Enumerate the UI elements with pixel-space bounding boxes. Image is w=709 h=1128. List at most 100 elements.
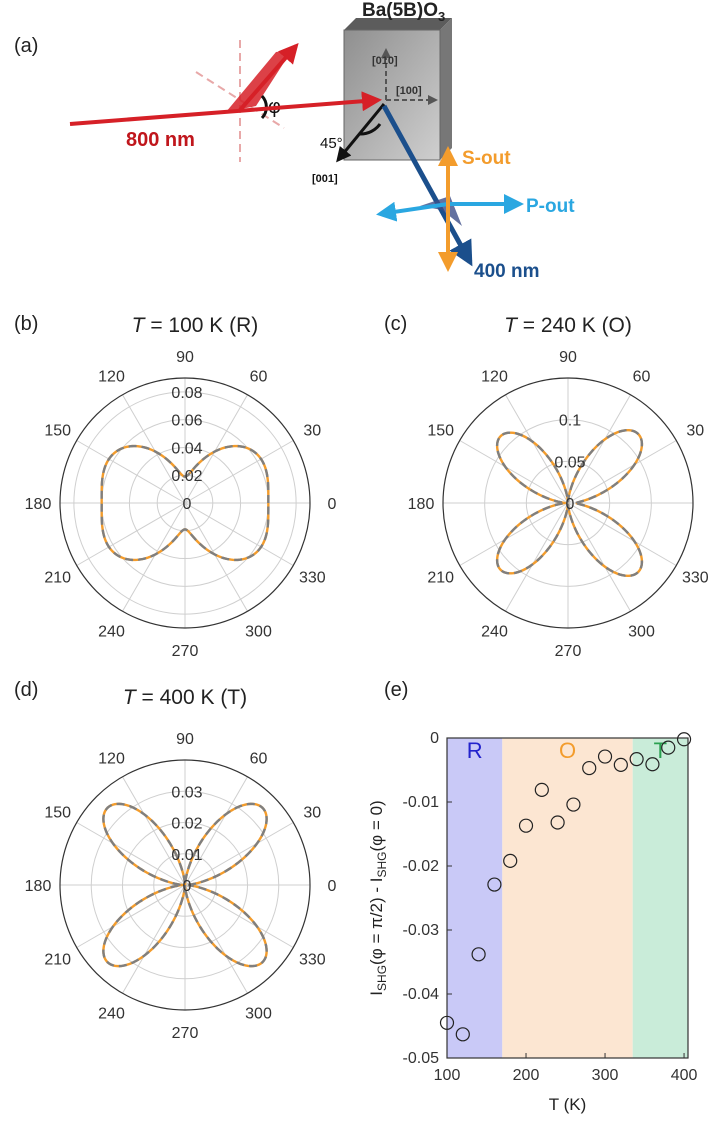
polar-outer-circle xyxy=(442,377,694,629)
angle-tick-label: 150 xyxy=(44,423,71,440)
angle-tick-label: 180 xyxy=(408,496,435,513)
radial-tick-label: 0.02 xyxy=(171,468,202,485)
angular-grid-line xyxy=(567,502,631,612)
s-out-label: S-out xyxy=(462,148,511,169)
angle-label: 45° xyxy=(320,135,343,152)
x-axis-label: T (K) xyxy=(549,1095,586,1114)
angle-tick-label: 270 xyxy=(555,643,582,660)
phase-region-T xyxy=(632,738,688,1058)
experiment-schematic: (a) [010] [100] Ba(5B)O3 φ 800 nm 45° [0… xyxy=(14,0,575,282)
y-axis-label-part: (φ = π/2) - I xyxy=(367,877,386,964)
plot-frame xyxy=(446,737,689,1059)
polar-plot-c: (c) T = 240 K (O) 0 30 60 90 120 150 180 210 240 27… xyxy=(384,313,709,660)
angle-tick-label: 60 xyxy=(250,369,268,386)
polar-plot-b: (b) T = 100 K (R) 0 30 60 90 120 150 180 210 240 27… xyxy=(14,313,337,660)
phase-region-label: O xyxy=(559,738,576,763)
x-tick-label: 200 xyxy=(513,1067,540,1084)
data-point xyxy=(566,797,581,812)
x-tick-label: 100 xyxy=(434,1067,461,1084)
p-out-label: P-out xyxy=(526,196,575,217)
angle-tick-label: 150 xyxy=(427,423,454,440)
angle-tick-label: 300 xyxy=(628,623,655,640)
radial-tick-label: 0.04 xyxy=(171,440,202,457)
radial-tick-label: 0.06 xyxy=(171,413,202,430)
angular-grid-line xyxy=(76,822,186,886)
y-tick-label: 0 xyxy=(430,730,439,747)
data-point xyxy=(503,853,518,868)
angular-grid-line xyxy=(122,776,186,886)
data-point xyxy=(613,757,628,772)
radial-tick-label: 0.01 xyxy=(171,847,202,864)
data-point xyxy=(582,760,597,776)
y-tick-label: -0.04 xyxy=(403,986,440,1003)
polar-outer-circle xyxy=(59,759,311,1011)
radial-tick-label: 0.03 xyxy=(171,784,202,801)
angular-grid-line xyxy=(184,884,248,994)
title-italic: T xyxy=(504,314,519,337)
angle-tick-label: 240 xyxy=(98,1005,125,1022)
axis-100-label: [100] xyxy=(396,85,422,97)
angle-tick-label: 240 xyxy=(481,623,508,640)
panel-d-label: (d) xyxy=(14,679,38,701)
angular-grid-line xyxy=(184,502,248,612)
phase-region-O xyxy=(502,738,633,1058)
angle-tick-label: 210 xyxy=(44,952,71,969)
crystal-side-face xyxy=(440,18,452,160)
x-tick-label: 300 xyxy=(592,1067,619,1084)
chart-title: T = 240 K (O) xyxy=(504,314,632,337)
angular-grid-line xyxy=(567,502,677,566)
angle-tick-label: 300 xyxy=(245,623,272,640)
data-point xyxy=(518,818,534,833)
phase-region-label: R xyxy=(467,738,483,763)
angular-grid-line xyxy=(76,440,186,504)
angle-tick-label: 0 xyxy=(328,496,337,513)
radial-tick-label: 0 xyxy=(183,878,192,895)
radial-tick-label: 0 xyxy=(566,496,575,513)
output-beam-arrow xyxy=(381,104,473,267)
fit-curve-dashed xyxy=(100,444,270,562)
angle-tick-label: 120 xyxy=(481,369,508,386)
data-point xyxy=(550,815,565,830)
radial-tick-label: 0.08 xyxy=(171,385,202,402)
angular-grid-line xyxy=(184,884,294,948)
radial-tick-label: 0 xyxy=(183,496,192,513)
angular-grid-line xyxy=(184,822,294,886)
phase-region-label: T xyxy=(654,738,667,763)
angle-tick-label: 60 xyxy=(250,751,268,768)
y-axis-label-part: SHG xyxy=(375,851,389,877)
x-tick-label: 400 xyxy=(671,1067,698,1084)
data-point xyxy=(534,782,549,797)
polarization-fan xyxy=(226,50,292,112)
angular-grid-line xyxy=(76,884,186,948)
angle-tick-label: 60 xyxy=(633,369,651,386)
title-italic: T xyxy=(132,314,147,337)
angle-tick-label: 30 xyxy=(686,423,704,440)
y-axis-label: ISHG(φ = π/2) - ISHG(φ = 0) xyxy=(367,800,389,995)
data-point xyxy=(676,732,692,747)
y-axis-label-part: SHG xyxy=(375,965,389,991)
panel-a-label: (a) xyxy=(14,35,38,57)
angular-grid-line xyxy=(567,394,631,504)
polar-outer-circle xyxy=(59,377,311,629)
crystal-top-face xyxy=(344,18,452,30)
panel-b-label: (b) xyxy=(14,313,38,335)
panel-e-label: (e) xyxy=(384,679,408,701)
fit-curve-dashed xyxy=(102,802,268,968)
y-tick-label: -0.05 xyxy=(403,1050,440,1067)
angle-tick-label: 0 xyxy=(328,878,337,895)
angle-tick-label: 300 xyxy=(245,1005,272,1022)
angle-tick-label: 210 xyxy=(44,570,71,587)
data-point xyxy=(455,1027,470,1042)
y-tick-label: -0.01 xyxy=(403,794,440,811)
data-point xyxy=(597,749,613,764)
angular-grid-line xyxy=(76,502,186,566)
data-point xyxy=(645,757,660,772)
data-point xyxy=(439,1015,455,1030)
title-rest: = 100 K (R) xyxy=(145,314,259,337)
angle-tick-label: 330 xyxy=(682,570,709,587)
angle-tick-label: 330 xyxy=(299,952,326,969)
angular-grid-line xyxy=(122,884,186,994)
radial-tick-label: 0.05 xyxy=(554,454,585,471)
